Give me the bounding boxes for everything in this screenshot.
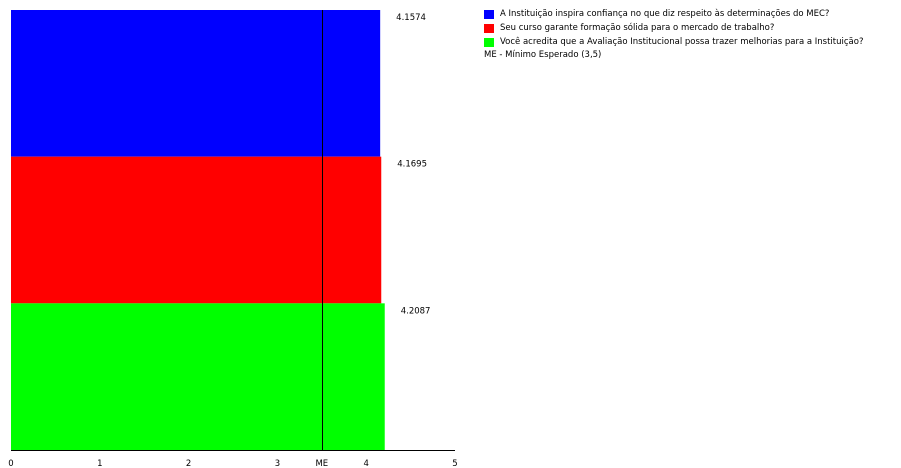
legend-item-1: A Instituição inspira confiança no que d… (484, 8, 863, 20)
bar-1 (11, 10, 381, 157)
legend-swatch-blue (484, 9, 494, 19)
legend: A Instituição inspira confiança no que d… (484, 8, 863, 62)
legend-label-1: A Instituição inspira confiança no que d… (500, 9, 830, 19)
legend-item-3: Você acredita que a Avaliação Institucio… (484, 36, 863, 48)
legend-label-3: Você acredita que a Avaliação Institucio… (500, 37, 864, 47)
value-label-1: 4.1574 (396, 13, 426, 23)
x-tick-label-6: 5 (452, 459, 457, 468)
value-label-2: 4.1695 (397, 160, 427, 170)
x-axis-ticks-group: 0 1 2 3 ME 4 5 (8, 459, 457, 468)
x-tick-label-5: 4 (363, 459, 368, 468)
bar-3 (11, 303, 385, 450)
value-label-3: 4.2087 (401, 306, 431, 316)
bars-group (11, 10, 385, 450)
legend-swatch-red (484, 23, 494, 33)
x-tick-label-3: 3 (275, 459, 280, 468)
legend-note-me: ME - Mínimo Esperado (3,5) (484, 50, 602, 60)
legend-swatch-green (484, 37, 494, 47)
bar-2 (11, 156, 382, 304)
legend-item-2: Seu curso garante formação sólida para o… (484, 22, 863, 34)
x-tick-label-4: ME (315, 459, 328, 468)
legend-label-2: Seu curso garante formação sólida para o… (500, 23, 775, 33)
value-labels-group: 4.1574 4.1695 4.2087 (396, 13, 430, 316)
x-tick-label-0: 0 (8, 459, 13, 468)
x-tick-label-2: 2 (186, 459, 191, 468)
x-tick-label-1: 1 (97, 459, 102, 468)
